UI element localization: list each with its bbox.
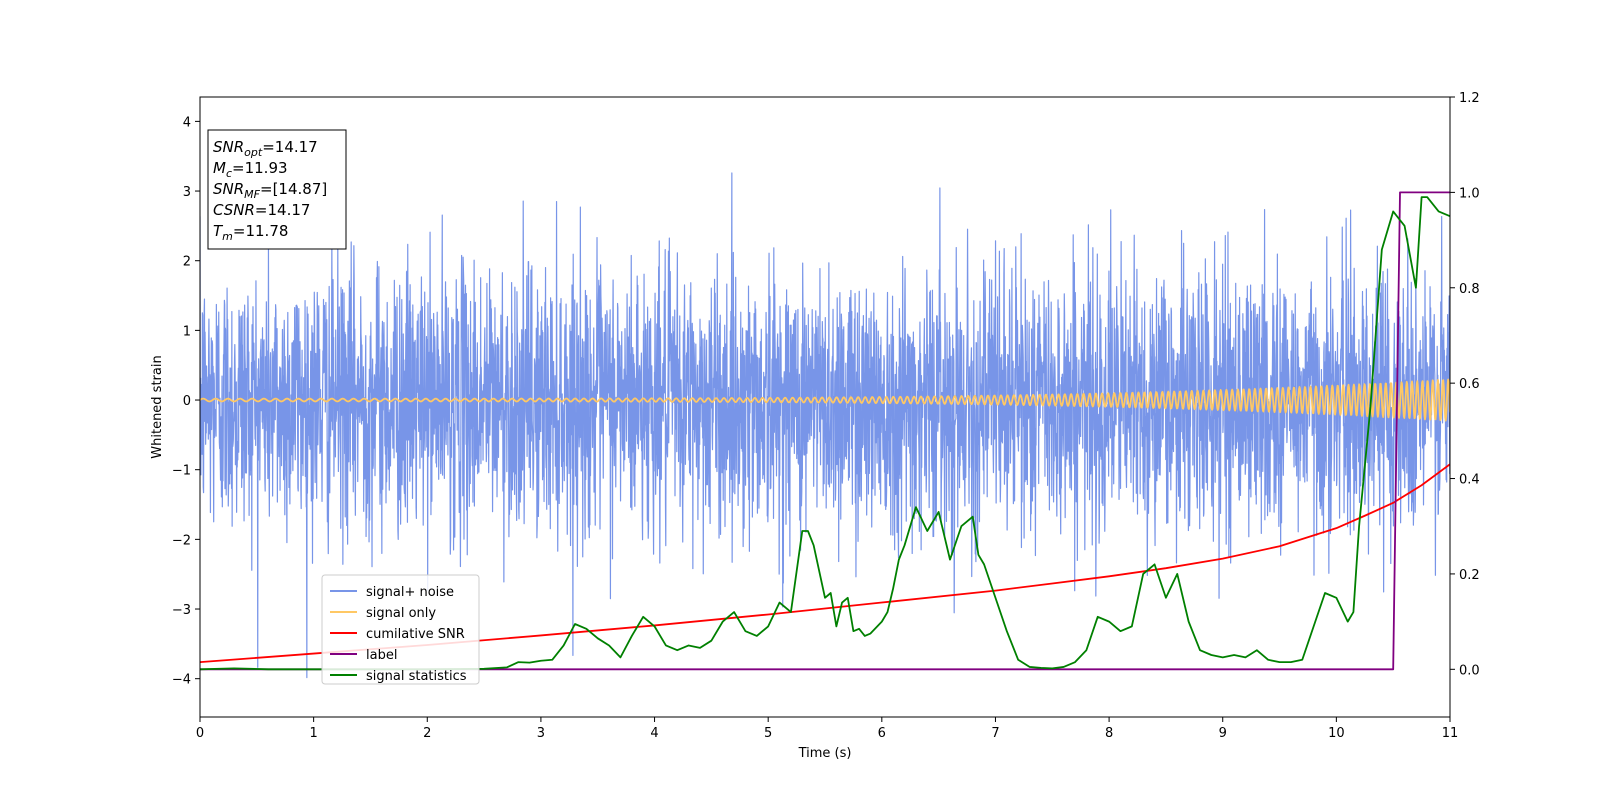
info-value: =[14.87] — [260, 180, 327, 198]
series-line-cumilative-snr — [200, 463, 1450, 664]
y-tick-label: −3 — [172, 603, 191, 618]
legend-frame — [321, 574, 480, 685]
y2-tick-label: 0.8 — [1459, 282, 1480, 297]
x-axis-label: Time (s) — [798, 746, 852, 761]
info-subscript: MF — [244, 188, 260, 201]
x-tick-label: 1 — [309, 726, 317, 741]
info-line: Mc=11.93 — [213, 159, 288, 180]
y2-tick-label: 1.2 — [1459, 91, 1480, 106]
x-tick-label: 3 — [537, 726, 545, 741]
legend-label-signal-statistics: signal statistics — [366, 669, 467, 684]
y2-tick-label: 0.0 — [1459, 663, 1480, 678]
y-tick-label: 4 — [183, 115, 191, 130]
info-symbol: SNR — [213, 138, 244, 156]
y-axis-left: 4 3 2 1 0 −1 −2 −3 −4 — [172, 115, 200, 688]
info-symbol: M — [213, 159, 226, 177]
y-tick-label: 3 — [183, 185, 191, 200]
x-tick-label: 7 — [991, 726, 999, 741]
info-line: Tm=11.78 — [213, 222, 288, 243]
info-value: =14.17 — [262, 138, 318, 156]
plot-area — [200, 172, 1450, 679]
y-tick-label: 2 — [183, 255, 191, 270]
x-tick-label: 8 — [1105, 726, 1113, 741]
info-symbol: SNR — [213, 180, 244, 198]
x-tick-label: 0 — [196, 726, 204, 741]
x-tick-label: 5 — [764, 726, 772, 741]
x-tick-label: 6 — [878, 726, 886, 741]
y2-tick-label: 0.2 — [1459, 568, 1480, 583]
plot-frame — [199, 96, 1451, 718]
info-symbol: CSNR — [213, 201, 255, 219]
y2-tick-label: 1.0 — [1459, 186, 1480, 201]
info-value: =11.93 — [232, 159, 288, 177]
y-tick-label: 0 — [183, 394, 191, 409]
legend-label-signal-only: signal only — [366, 606, 436, 621]
info-subscript: opt — [244, 146, 263, 159]
y-tick-label: −4 — [172, 673, 191, 688]
x-tick-label: 9 — [1219, 726, 1227, 741]
x-tick-label: 4 — [650, 726, 658, 741]
legend: signal+ noise signal only cumilative SNR la… — [321, 574, 480, 685]
info-value: =14.17 — [255, 201, 311, 219]
y-tick-label: −2 — [172, 533, 191, 548]
info-line: CSNR=14.17 — [213, 201, 310, 219]
series-layer — [200, 172, 1450, 679]
series-line-signal-statistics — [200, 196, 1450, 671]
legend-label-cumilative-snr: cumilative SNR — [366, 627, 465, 642]
series-line-signal-only — [200, 378, 1450, 422]
y-axis-right: 1.2 1.0 0.8 0.6 0.4 0.2 0.0 — [1450, 91, 1480, 678]
y2-tick-label: 0.6 — [1459, 377, 1480, 392]
info-line: SNRopt=14.17 — [213, 138, 318, 159]
info-value: =11.78 — [233, 222, 289, 240]
info-box-frame — [207, 129, 347, 250]
x-tick-label: 2 — [423, 726, 431, 741]
y2-tick-label: 0.4 — [1459, 473, 1480, 488]
info-box: SNRopt=14.17Mc=11.93SNRMF=[14.87]CSNR=14… — [207, 129, 347, 250]
info-subscript: c — [226, 167, 232, 180]
legend-label-signal-noise: signal+ noise — [366, 585, 454, 600]
info-symbol: T — [213, 222, 224, 240]
x-tick-label: 10 — [1328, 726, 1345, 741]
info-subscript: m — [222, 230, 233, 243]
legend-label-label: label — [366, 648, 397, 663]
y-axis-label: Whitened strain — [150, 355, 165, 458]
x-axis: 0 1 2 3 4 5 6 7 8 9 10 11 — [196, 717, 1458, 741]
series-line-label — [200, 191, 1450, 671]
y-tick-label: 1 — [183, 324, 191, 339]
y-tick-label: −1 — [172, 464, 191, 479]
x-tick-label: 11 — [1442, 726, 1459, 741]
info-line: SNRMF=[14.87] — [213, 180, 327, 201]
